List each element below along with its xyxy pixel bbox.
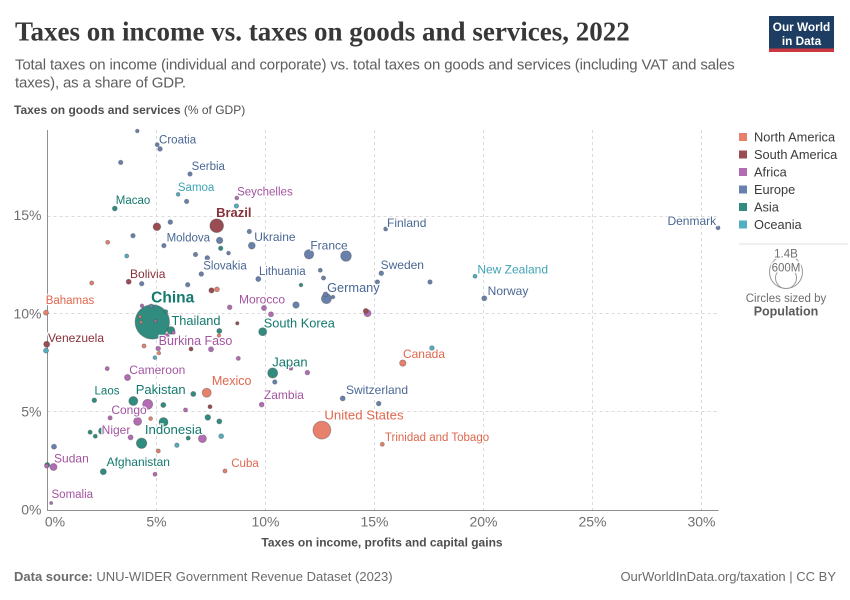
svg-text:South America: South America <box>754 147 838 162</box>
svg-text:Brazil: Brazil <box>216 205 251 220</box>
svg-text:OurWorldInData.org/taxation |: OurWorldInData.org/taxation | CC BY <box>620 569 836 584</box>
svg-text:North America: North America <box>754 130 836 145</box>
svg-text:Oceania: Oceania <box>754 217 803 232</box>
svg-text:Cameroon: Cameroon <box>129 363 185 377</box>
svg-text:Denmark: Denmark <box>667 214 717 228</box>
svg-text:Finland: Finland <box>387 216 426 230</box>
svg-text:10%: 10% <box>251 514 279 530</box>
svg-text:Europe: Europe <box>754 182 795 197</box>
svg-text:Venezuela: Venezuela <box>48 331 104 345</box>
svg-text:Our World: Our World <box>773 20 830 34</box>
svg-text:0%: 0% <box>45 514 65 530</box>
svg-text:Cuba: Cuba <box>231 458 259 470</box>
svg-text:600M: 600M <box>772 263 801 275</box>
svg-text:Samoa: Samoa <box>178 182 215 194</box>
svg-text:Germany: Germany <box>327 280 380 295</box>
svg-text:15%: 15% <box>13 207 41 223</box>
svg-text:Mexico: Mexico <box>212 374 252 388</box>
svg-text:Norway: Norway <box>488 284 529 298</box>
svg-text:5%: 5% <box>146 514 166 530</box>
svg-text:30%: 30% <box>687 514 715 530</box>
svg-text:Switzerland: Switzerland <box>346 383 408 397</box>
svg-text:25%: 25% <box>578 514 606 530</box>
svg-text:Morocco: Morocco <box>239 292 285 306</box>
svg-text:Ukraine: Ukraine <box>254 230 296 244</box>
svg-text:France: France <box>310 238 348 252</box>
svg-text:10%: 10% <box>13 305 41 321</box>
svg-text:Taxes on income, profits and c: Taxes on income, profits and capital gai… <box>261 536 502 550</box>
svg-text:Total taxes on income (individ: Total taxes on income (individual and co… <box>15 57 735 74</box>
svg-text:Niger: Niger <box>102 423 131 437</box>
svg-text:Serbia: Serbia <box>192 161 226 173</box>
svg-text:taxes), as a share of GDP.: taxes), as a share of GDP. <box>15 74 186 91</box>
svg-text:Population: Population <box>754 305 819 319</box>
svg-text:0%: 0% <box>21 502 41 518</box>
svg-text:Canada: Canada <box>403 347 445 361</box>
svg-text:Taxes on goods and services (%: Taxes on goods and services (% of GDP) <box>14 103 245 117</box>
svg-text:Japan: Japan <box>272 354 307 369</box>
svg-text:Laos: Laos <box>95 386 120 398</box>
svg-text:20%: 20% <box>469 514 497 530</box>
svg-text:Asia: Asia <box>754 200 780 215</box>
svg-text:Macao: Macao <box>116 195 151 207</box>
svg-text:Croatia: Croatia <box>159 135 197 147</box>
svg-text:South Korea: South Korea <box>264 315 336 330</box>
svg-text:Trinidad and Tobago: Trinidad and Tobago <box>385 432 489 444</box>
svg-text:Congo: Congo <box>111 403 147 417</box>
svg-text:Moldova: Moldova <box>167 233 211 245</box>
svg-text:Burkina Faso: Burkina Faso <box>159 334 233 348</box>
svg-text:Bolivia: Bolivia <box>130 267 166 281</box>
svg-text:Zambia: Zambia <box>264 388 304 402</box>
svg-text:Circles sized by: Circles sized by <box>746 293 827 305</box>
svg-text:Indonesia: Indonesia <box>145 422 203 437</box>
svg-text:Bahamas: Bahamas <box>46 295 95 307</box>
svg-text:Seychelles: Seychelles <box>237 187 293 199</box>
svg-text:in Data: in Data <box>782 34 822 48</box>
svg-text:Lithuania: Lithuania <box>259 266 306 278</box>
svg-text:Africa: Africa <box>754 165 788 180</box>
svg-text:Sweden: Sweden <box>381 258 424 272</box>
svg-text:Thailand: Thailand <box>171 313 220 328</box>
svg-text:5%: 5% <box>21 403 41 419</box>
svg-text:Taxes on income vs. taxes on g: Taxes on income vs. taxes on goods and s… <box>15 17 630 47</box>
svg-text:15%: 15% <box>360 514 388 530</box>
svg-text:New Zealand: New Zealand <box>477 263 548 277</box>
svg-text:Pakistan: Pakistan <box>136 382 186 397</box>
svg-text:Afghanistan: Afghanistan <box>107 455 170 469</box>
svg-text:Sudan: Sudan <box>54 452 89 466</box>
svg-text:China: China <box>151 290 194 307</box>
svg-text:1.4B: 1.4B <box>774 249 798 261</box>
svg-text:United States: United States <box>324 408 404 423</box>
svg-text:Slovakia: Slovakia <box>203 261 247 273</box>
svg-text:Somalia: Somalia <box>52 489 94 501</box>
svg-text:Data source: UNU-WIDER Governm: Data source: UNU-WIDER Government Revenu… <box>14 569 393 584</box>
